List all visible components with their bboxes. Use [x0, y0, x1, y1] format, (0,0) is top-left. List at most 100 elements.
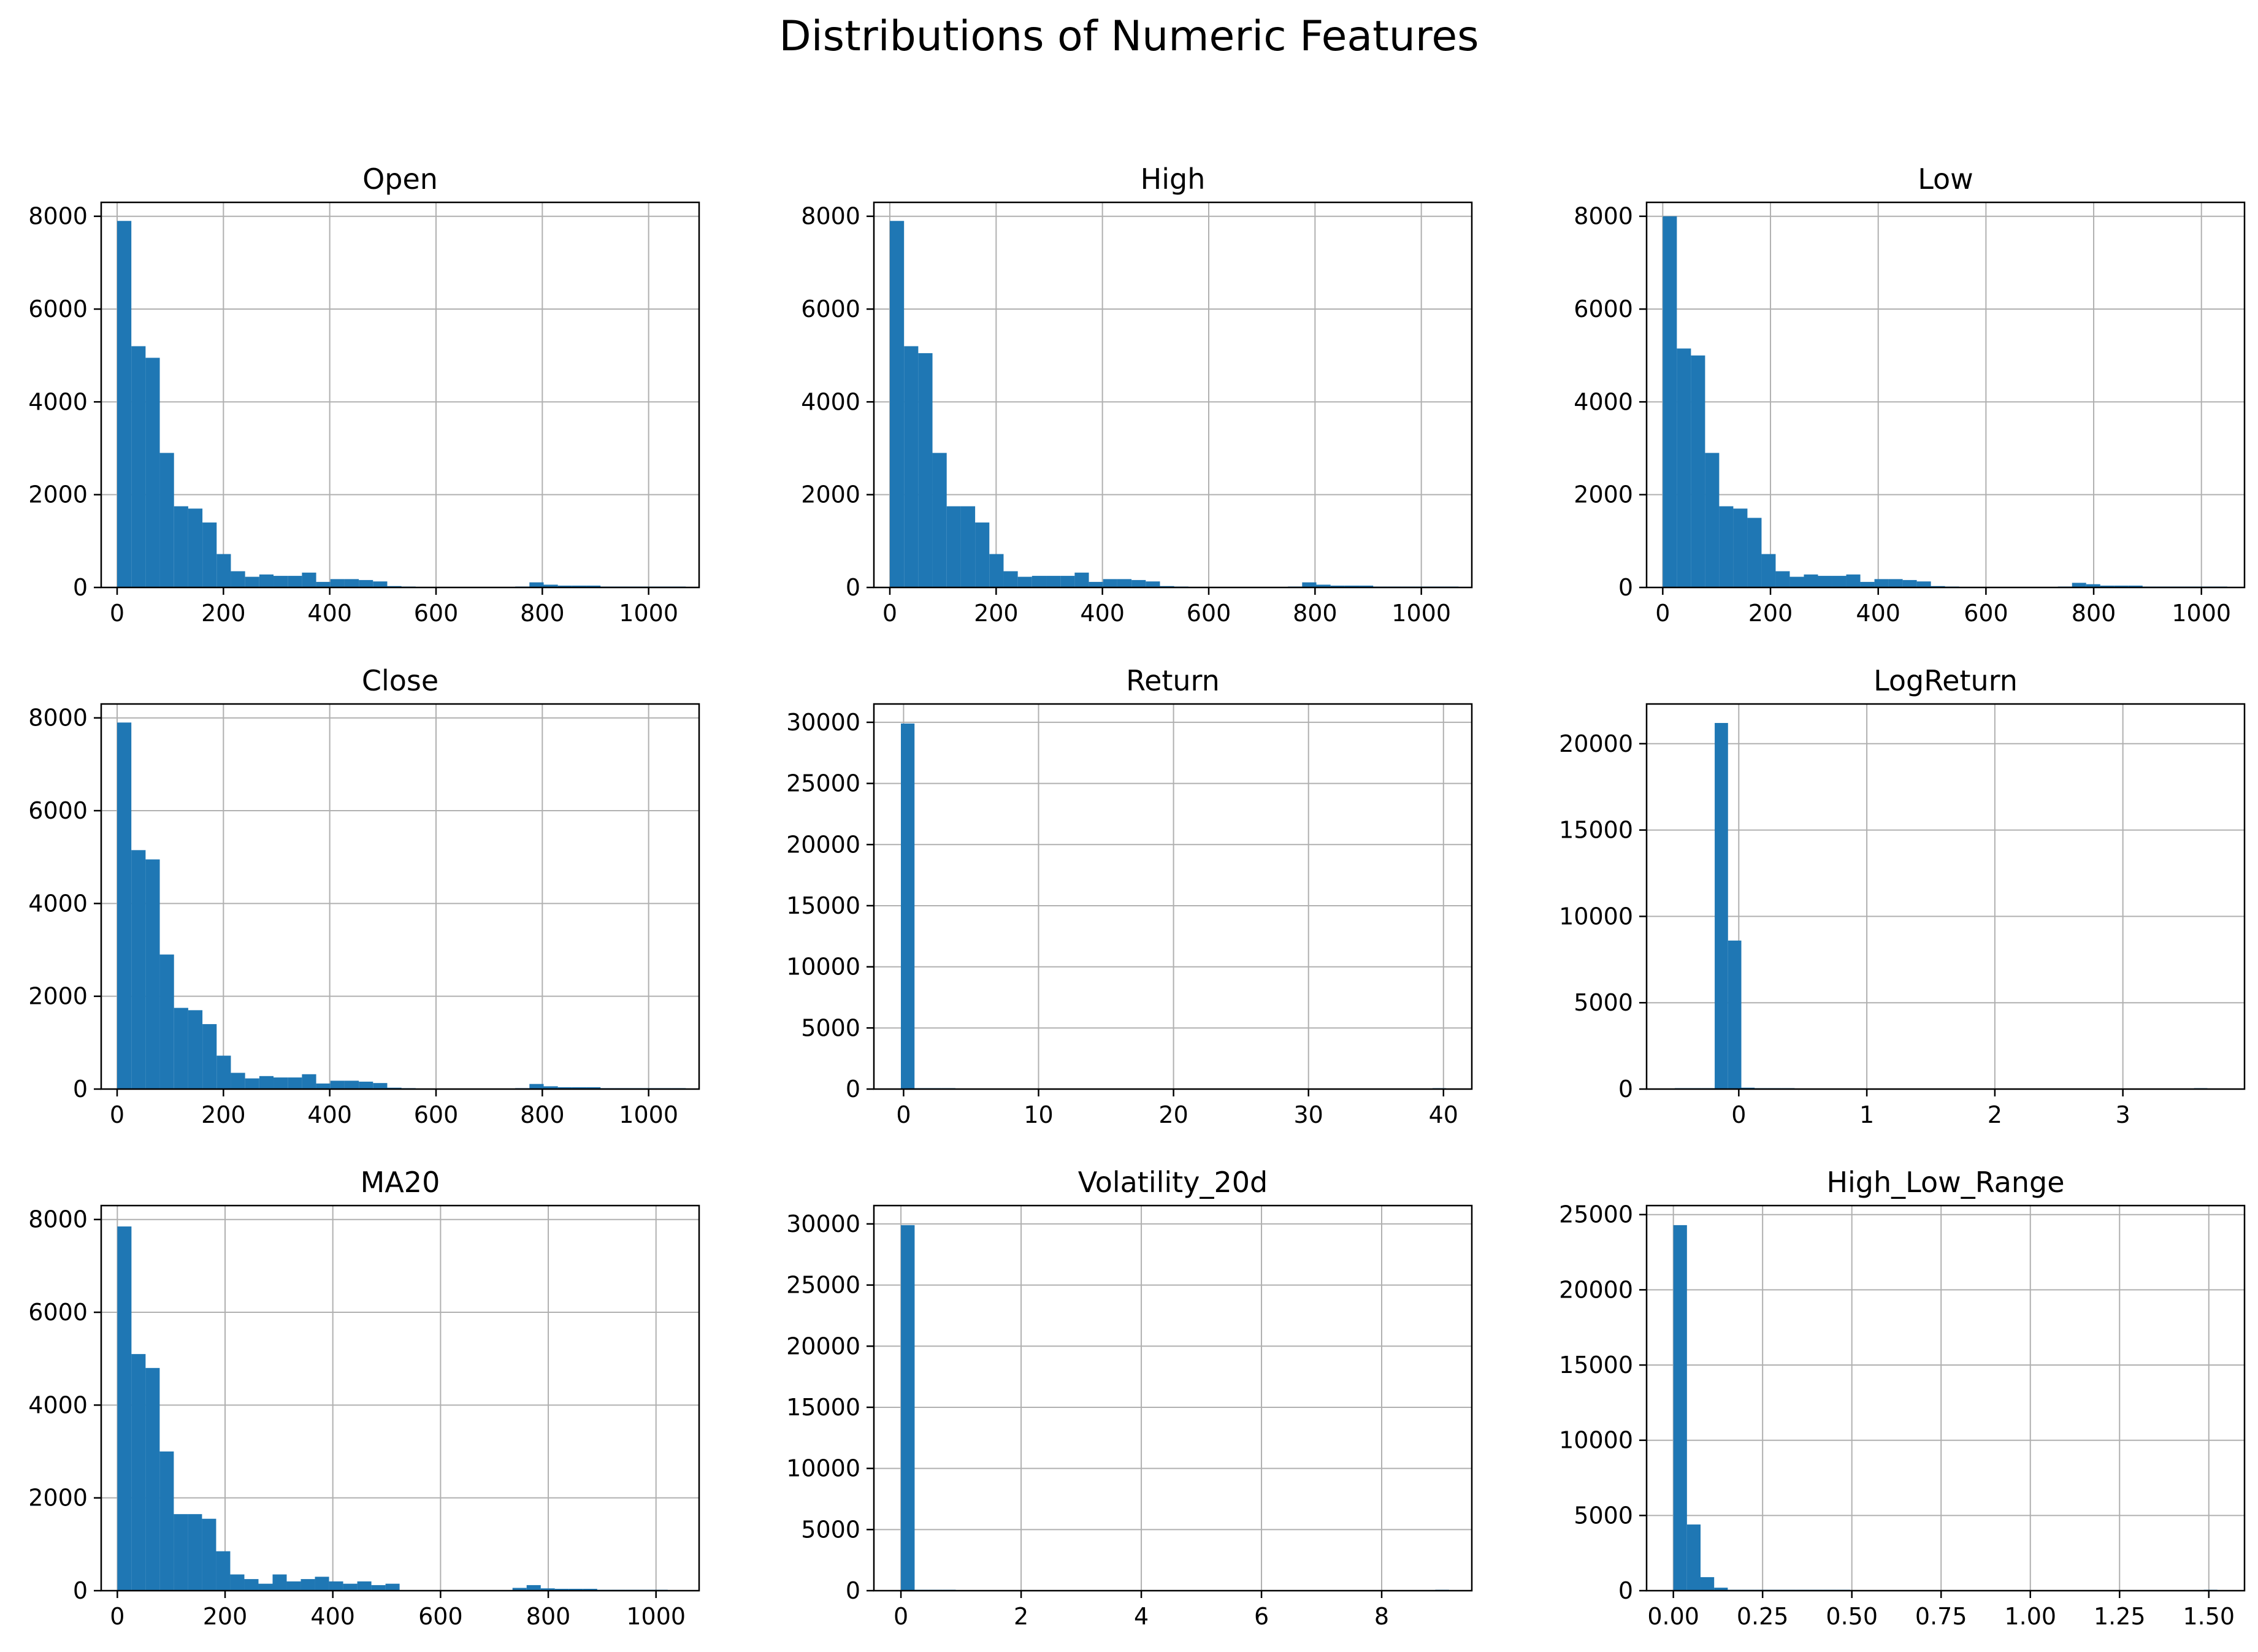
histogram-bar	[188, 1010, 203, 1089]
x-tick-label: 6	[1254, 1603, 1269, 1630]
histogram-bar	[1719, 506, 1734, 587]
x-tick-label: 800	[520, 1101, 565, 1128]
histogram-bar	[145, 358, 160, 587]
x-tick-label: 0.75	[1915, 1603, 1967, 1630]
x-tick-label: 0	[1655, 600, 1670, 627]
histogram-bar	[315, 1577, 329, 1591]
histogram-bar	[1701, 1577, 1715, 1591]
x-tick-label: 3	[2116, 1101, 2130, 1128]
y-tick-label: 30000	[786, 709, 860, 736]
histogram-bar	[373, 1083, 388, 1089]
y-tick-label: 4000	[28, 1391, 88, 1418]
histogram-bar	[989, 554, 1004, 587]
x-tick-label: 0	[896, 1101, 911, 1128]
histogram-bar	[1775, 571, 1790, 587]
panel-7: 0 2 4 6 8 0 5000 10000 15000 20000 25000 30000 Volat…	[786, 1166, 1473, 1630]
axes-frame	[100, 1204, 700, 1592]
axes-frame	[873, 1204, 1473, 1592]
histogram-bar	[2128, 585, 2143, 587]
panel-title: High	[1141, 163, 1206, 196]
y-tick-label: 6000	[28, 296, 88, 323]
axes-frame	[1645, 703, 2246, 1090]
y-tick-label: 6000	[28, 797, 88, 824]
histogram-bar	[330, 1080, 345, 1089]
histogram-bar	[373, 581, 388, 587]
x-tick-label: 0	[882, 600, 897, 627]
histogram-bar	[918, 353, 933, 587]
histogram-bar	[385, 1583, 400, 1591]
y-tick-label: 8000	[28, 203, 88, 230]
histogram-bar	[586, 1087, 601, 1089]
histogram-bar	[1330, 585, 1345, 587]
histogram-bar	[286, 1581, 301, 1591]
histogram-bar	[1761, 554, 1776, 587]
histogram-bar	[216, 554, 231, 587]
y-tick-label: 4000	[1574, 388, 1633, 415]
x-tick-label: 1.25	[2094, 1603, 2146, 1630]
panel-4: 0 10 20 30 40 0 5000 10000 15000 20000 25000 30000 R…	[786, 664, 1473, 1128]
histogram-bar	[259, 1076, 274, 1089]
histogram-bar	[244, 1579, 259, 1591]
histogram-bar	[1074, 572, 1089, 587]
histogram-bar	[216, 1055, 231, 1089]
histogram-bar	[272, 1574, 287, 1591]
panel-title: MA20	[361, 1166, 440, 1199]
histogram-bar	[1860, 581, 1875, 587]
axes-frame	[100, 201, 700, 589]
x-tick-label: 1000	[1391, 600, 1451, 627]
histogram-bar	[117, 722, 132, 1089]
x-tick-label: 0	[110, 1603, 124, 1630]
x-tick-label: 0.25	[1737, 1603, 1789, 1630]
histogram-bar	[216, 1551, 231, 1591]
histogram-bar	[145, 859, 160, 1089]
y-tick-label: 15000	[786, 892, 860, 919]
histogram-bar	[586, 585, 601, 587]
histogram-bar	[245, 576, 259, 587]
panel-title: Close	[362, 664, 438, 697]
x-tick-label: 400	[307, 600, 352, 627]
histogram-bar	[1302, 582, 1317, 587]
x-tick-label: 600	[414, 600, 459, 627]
histogram-bar	[329, 1581, 343, 1591]
histogram-bar	[1046, 576, 1061, 587]
histogram-bar	[300, 1579, 315, 1591]
histogram-bar	[1131, 579, 1146, 587]
y-tick-label: 10000	[786, 1455, 860, 1482]
histogram-bar	[572, 585, 587, 587]
x-tick-label: 4	[1134, 1603, 1149, 1630]
y-tick-label: 4000	[801, 388, 860, 415]
axes-frame	[1645, 1204, 2246, 1592]
axes-frame	[1645, 201, 2246, 589]
x-tick-label: 2	[1988, 1101, 2002, 1128]
y-tick-label: 0	[846, 1076, 860, 1103]
y-tick-label: 30000	[786, 1210, 860, 1237]
x-tick-label: 0	[894, 1603, 908, 1630]
histogram-bar	[568, 1588, 583, 1591]
axes-frame	[100, 703, 700, 1090]
y-tick-label: 6000	[1574, 296, 1633, 323]
histogram-bar	[131, 1354, 146, 1591]
x-tick-label: 1.00	[2004, 1603, 2056, 1630]
y-tick-label: 0	[73, 574, 88, 601]
y-tick-label: 10000	[1559, 903, 1633, 930]
y-tick-label: 10000	[1559, 1427, 1633, 1454]
histogram-bar	[1103, 579, 1117, 587]
histogram-bar	[554, 1588, 569, 1591]
histogram-bar	[1818, 576, 1832, 587]
y-tick-label: 8000	[28, 1206, 88, 1233]
histogram-bar	[357, 1581, 372, 1591]
histogram-bar	[2072, 583, 2086, 587]
x-tick-label: 20	[1158, 1101, 1188, 1128]
histogram-bar	[904, 346, 919, 587]
histogram-bar	[131, 346, 146, 587]
histogram-bar	[557, 1087, 572, 1089]
x-tick-label: 1000	[619, 1101, 678, 1128]
histogram-bar	[188, 1514, 202, 1591]
x-tick-label: 200	[1748, 600, 1793, 627]
y-tick-label: 15000	[1559, 1352, 1633, 1379]
x-tick-label: 8	[1374, 1603, 1389, 1630]
histogram-bar	[1832, 576, 1847, 587]
x-tick-label: 0	[110, 1101, 124, 1128]
